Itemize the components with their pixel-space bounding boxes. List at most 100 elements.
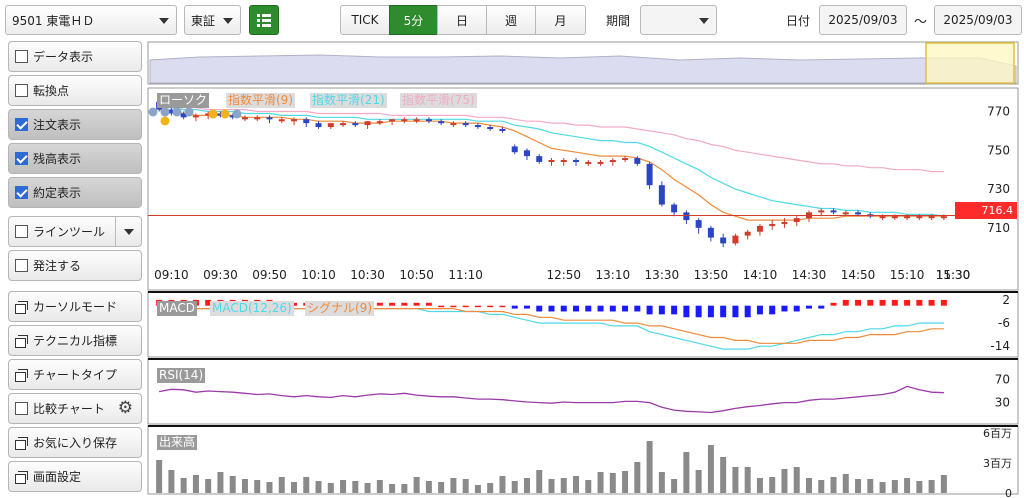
candle-up (744, 231, 751, 236)
overview-navigator[interactable] (147, 41, 1019, 85)
volume-bar (425, 481, 432, 493)
time-axis-tick: 15:30 (936, 268, 971, 282)
sidebar-item-2[interactable]: 転換点 (8, 75, 142, 106)
volume-bar (695, 470, 702, 493)
sidebar-item-4[interactable]: 残高表示 (8, 143, 142, 174)
volume-bar (793, 467, 800, 493)
candle-up (241, 117, 248, 120)
sidebar-item-1[interactable]: データ表示 (8, 41, 142, 72)
macd-histogram-bar (671, 305, 678, 315)
sidebar-item-5[interactable]: 約定表示 (8, 177, 142, 208)
checkbox-checked-icon (15, 186, 28, 199)
candle-down (695, 220, 702, 228)
time-axis-tick: 11:10 (448, 268, 483, 282)
line-tool-dropdown-button[interactable] (115, 217, 141, 246)
candle-up (904, 216, 911, 219)
sidebar-item-13[interactable]: 画面設定 (8, 461, 142, 492)
macd-histogram-bar (291, 302, 298, 306)
window-icon (15, 300, 28, 314)
macd-line-legend: MACD(12,26) (210, 301, 294, 316)
volume-bar (891, 480, 898, 493)
tab-5min[interactable]: 5分 (389, 5, 438, 35)
date-from-input[interactable]: 2025/09/03 (819, 5, 907, 35)
macd-axis-tick: 2 (1002, 293, 1010, 307)
volume-bar (291, 482, 298, 493)
candle-down (511, 146, 518, 153)
current-price-label: 716.4 (955, 202, 1017, 219)
macd-histogram-bar (401, 302, 408, 306)
sidebar-item-10[interactable]: チャートタイプ (8, 359, 142, 390)
tab-month[interactable]: 月 (535, 5, 586, 35)
execution-marker (220, 109, 230, 119)
sidebar-item-6[interactable]: ラインツール (8, 216, 142, 247)
time-axis-tick: 09:10 (154, 268, 189, 282)
candle-down (499, 128, 506, 131)
candle-down (168, 109, 175, 114)
macd-histogram-bar (867, 299, 874, 306)
candle-down (707, 227, 714, 238)
market-select[interactable]: 東証 (184, 5, 241, 35)
date-to-input[interactable]: 2025/09/03 (934, 5, 1022, 35)
checkbox-icon (15, 225, 28, 238)
checkbox-icon (15, 84, 28, 97)
macd-histogram-bar (499, 305, 506, 308)
legend-candle: ローソク (157, 93, 210, 108)
tab-day[interactable]: 日 (437, 5, 487, 35)
time-axis-tick: 14:10 (743, 268, 778, 282)
legend-ema21: 指数平滑(21) (310, 93, 387, 108)
candle-down (462, 123, 469, 126)
macd-histogram-bar (389, 302, 396, 306)
volume-bar (720, 457, 727, 493)
macd-histogram-bar (744, 305, 751, 318)
sidebar-item-9[interactable]: テクニカル指標 (8, 325, 142, 356)
symbol-select[interactable]: 9501 東電ＨＤ (5, 5, 177, 35)
volume-bar (842, 474, 849, 493)
volume-bar (855, 479, 862, 493)
macd-histogram-bar (879, 299, 886, 306)
rsi-axis-tick: 30 (995, 396, 1010, 410)
tab-tick[interactable]: TICK (340, 5, 390, 35)
list-view-button[interactable] (249, 5, 279, 35)
overview-window[interactable] (925, 42, 1015, 84)
window-icon (15, 368, 28, 382)
volume-bar (401, 484, 408, 493)
sidebar-item-11[interactable]: 比較チャート ⚙ (8, 393, 142, 424)
time-axis-tick: 13:50 (694, 268, 729, 282)
period-select[interactable] (640, 5, 717, 35)
sidebar-item-12[interactable]: お気に入り保存 (8, 427, 142, 458)
macd-histogram-bar (732, 305, 739, 318)
volume-bar (769, 477, 776, 493)
gear-icon[interactable]: ⚙ (117, 398, 133, 418)
volume-bar (634, 462, 641, 493)
volume-bar (364, 483, 371, 493)
macd-histogram-bar (720, 305, 727, 318)
candle-up (401, 119, 408, 122)
time-axis-tick: 09:30 (203, 268, 238, 282)
volume-bar (536, 470, 543, 493)
volume-bar (229, 476, 236, 493)
macd-histogram-bar (940, 299, 947, 306)
candle-up (205, 113, 212, 116)
symbol-value: 9501 東電ＨＤ (12, 13, 95, 28)
volume-bar (438, 482, 445, 493)
period-label: 期間 (606, 14, 631, 28)
candle-down (315, 123, 322, 128)
candle-down (671, 204, 678, 213)
candle-up (560, 159, 567, 162)
sidebar-item-label: 発注する (33, 259, 82, 273)
sidebar-item-label: 残高表示 (33, 152, 82, 166)
volume-bar (683, 452, 690, 493)
sidebar-item-7[interactable]: 発注する (8, 250, 142, 281)
execution-marker (232, 109, 242, 119)
volume-bar (560, 478, 567, 493)
macd-histogram-bar (536, 305, 543, 312)
candle-up (940, 216, 947, 219)
macd-histogram-bar (573, 305, 580, 312)
volume-bar (474, 485, 481, 493)
sidebar-item-label: ラインツール (33, 225, 106, 239)
macd-signal-legend: シグナル(9) (305, 301, 374, 316)
sidebar-item-8[interactable]: カーソルモード (8, 291, 142, 322)
tab-week[interactable]: 週 (486, 5, 536, 35)
sidebar-item-3[interactable]: 注文表示 (8, 109, 142, 140)
macd-histogram-bar (413, 302, 420, 306)
